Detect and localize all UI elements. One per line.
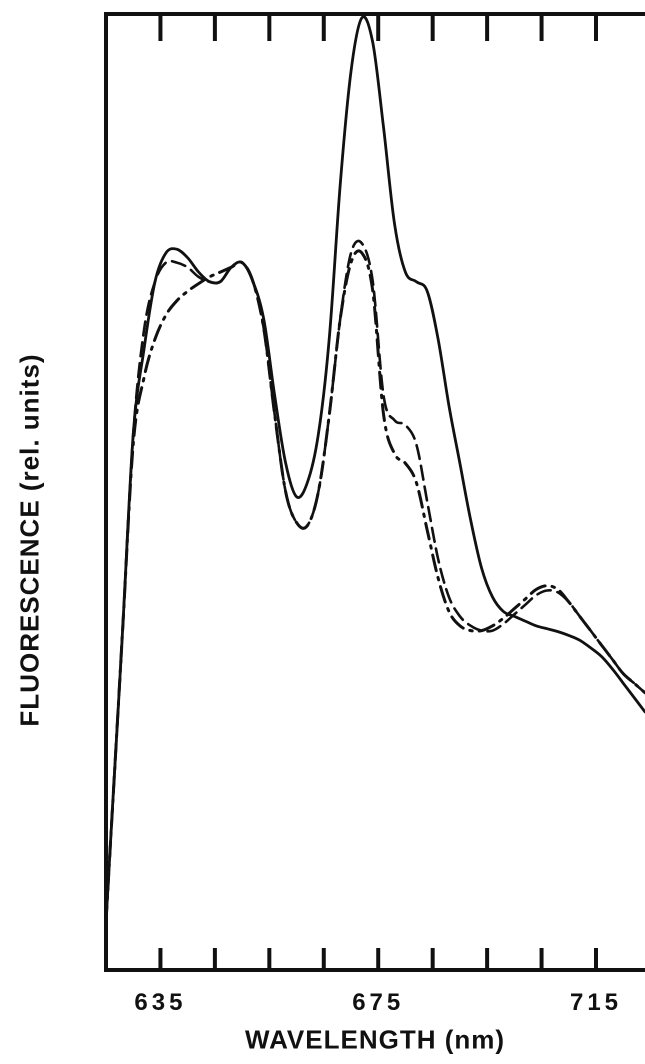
x-ticks [158, 14, 598, 970]
y-axis-label: FLUORESCENCE (rel. units) [14, 353, 45, 727]
series-dash-dot-line [104, 249, 645, 924]
series-group [104, 15, 645, 924]
series-solid-line [104, 15, 645, 924]
x-tick-labels: 635 675 715 [134, 989, 622, 1016]
x-tick-label: 635 [134, 989, 186, 1016]
x-tick-label: 715 [570, 989, 622, 1016]
x-axis-label: WAVELENGTH (nm) [244, 1024, 506, 1055]
axes-frame [104, 12, 645, 972]
series-dashed-line [104, 239, 645, 924]
x-tick-label: 675 [352, 989, 404, 1016]
